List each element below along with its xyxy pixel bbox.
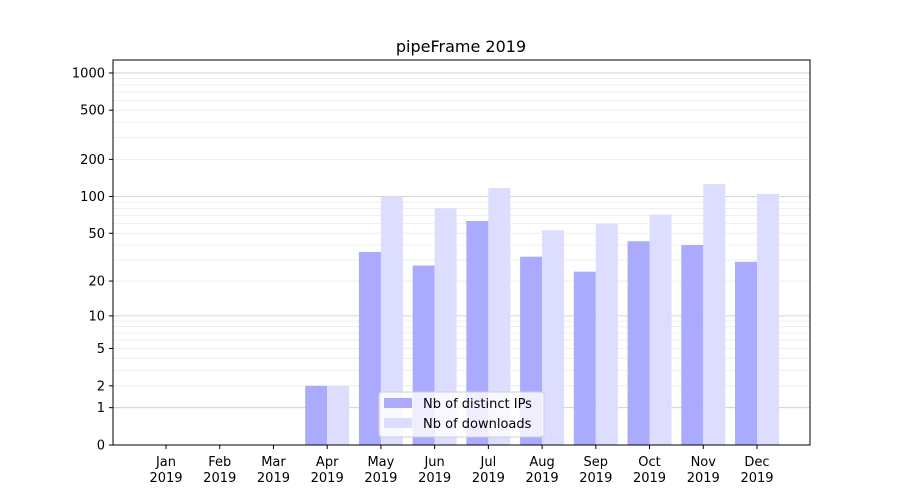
chart-title: pipeFrame 2019: [396, 37, 526, 56]
y-tick-label: 10: [88, 309, 105, 324]
x-tick-label: Nov 2019: [687, 455, 720, 486]
bar-distinct-ips: [681, 245, 704, 445]
x-tick-label: Mar 2019: [257, 455, 290, 486]
x-tick-label: Oct 2019: [633, 455, 666, 486]
legend-swatch: [384, 418, 412, 428]
bar-distinct-ips: [735, 261, 757, 445]
y-tick-label: 20: [88, 275, 105, 290]
bar-downloads: [542, 230, 565, 445]
y-tick-label: 1000: [72, 66, 105, 81]
bar-downloads: [757, 193, 779, 445]
legend-label: Nb of distinct IPs: [423, 397, 532, 412]
bar-downloads: [434, 208, 457, 445]
axes-frame: [112, 59, 811, 446]
bar-distinct-ips: [466, 221, 489, 445]
x-tick-label: Sep 2019: [579, 455, 612, 486]
bar-downloads: [703, 184, 726, 445]
y-tick-label: 2: [97, 379, 105, 394]
bar-downloads: [595, 223, 618, 445]
legend-box: [378, 391, 545, 438]
bar-distinct-ips: [573, 271, 596, 445]
y-tick-label: 5: [97, 342, 105, 357]
legend-label: Nb of downloads: [423, 417, 532, 432]
x-tick-label: Aug 2019: [526, 455, 559, 486]
bar-downloads: [327, 385, 350, 445]
x-tick-label: Feb 2019: [203, 455, 236, 486]
x-tick-label: May 2019: [364, 455, 397, 486]
x-tick-label: Jul 2019: [472, 455, 505, 486]
y-tick-label: 500: [80, 104, 105, 119]
x-tick-label: Apr 2019: [311, 455, 344, 486]
legend-swatch: [384, 398, 412, 408]
x-tick-label: Jan 2019: [149, 455, 182, 486]
bar-downloads: [380, 196, 403, 445]
bar-downloads: [488, 188, 511, 446]
y-tick-label: 200: [80, 153, 105, 168]
y-tick-label: 50: [88, 227, 105, 242]
y-tick-label: 1: [97, 401, 105, 416]
y-tick-label: 0: [97, 439, 105, 454]
bar-distinct-ips: [627, 241, 650, 445]
y-tick-label: 100: [80, 190, 105, 205]
x-tick-label: Jun 2019: [418, 455, 451, 486]
bar-distinct-ips: [358, 252, 381, 445]
legend: Nb of distinct IPs Nb of downloads: [378, 391, 545, 438]
bar-downloads: [649, 214, 672, 445]
x-tick-label: Dec 2019: [740, 455, 773, 486]
bar-distinct-ips: [305, 385, 328, 445]
